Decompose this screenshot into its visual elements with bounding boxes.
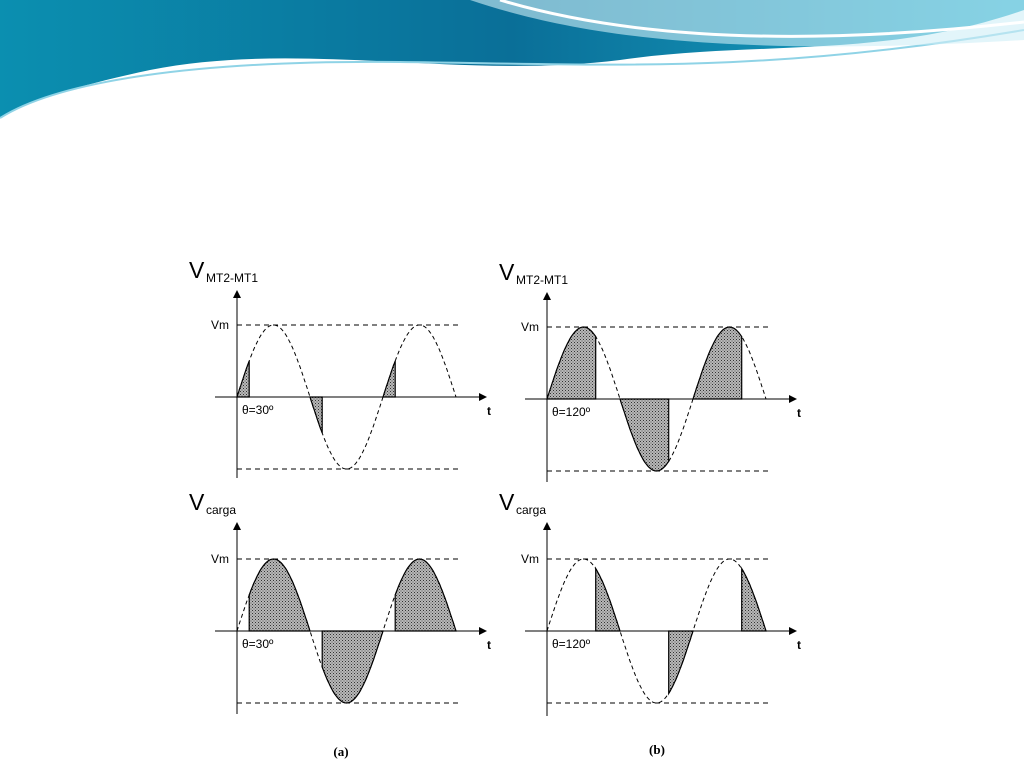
conduction-area xyxy=(321,630,384,704)
t-label: t xyxy=(487,404,491,418)
vm-label: Vm xyxy=(521,552,539,566)
y-label-main: V xyxy=(189,257,205,283)
y-label-sub: carga xyxy=(516,503,546,517)
y-label-sub: MT2-MT1 xyxy=(516,273,568,287)
theta-label: θ=120º xyxy=(552,637,591,651)
y-label-sub: carga xyxy=(206,503,236,517)
conduction-area xyxy=(619,398,670,472)
theta-label: θ=30º xyxy=(242,403,274,417)
waveform-panel: V MT2-MT1 Vm θ=120º t xyxy=(499,259,801,482)
sine-wave xyxy=(546,558,767,704)
conduction-area xyxy=(382,360,396,398)
y-arrow xyxy=(543,292,551,300)
x-arrow xyxy=(479,393,487,401)
t-label: t xyxy=(487,638,491,652)
vm-label: Vm xyxy=(211,318,229,332)
y-arrow xyxy=(233,290,241,298)
t-label: t xyxy=(797,406,801,420)
y-label-sub: MT2-MT1 xyxy=(206,271,258,285)
y-label-main: V xyxy=(189,489,205,515)
conduction-area xyxy=(236,360,250,398)
theta-label: θ=30º xyxy=(242,637,274,651)
conduction-area xyxy=(692,326,743,400)
x-arrow xyxy=(789,627,797,635)
conduction-area xyxy=(595,566,621,632)
caption: (a) xyxy=(333,744,348,759)
conduction-area xyxy=(546,326,597,400)
t-label: t xyxy=(797,638,801,652)
sine-wave xyxy=(236,324,457,470)
conduction-area xyxy=(248,558,311,632)
conduction-area xyxy=(394,558,457,632)
y-arrow xyxy=(543,522,551,530)
theta-label: θ=120º xyxy=(552,405,591,419)
conduction-area xyxy=(741,566,767,632)
waveform-panel: V MT2-MT1 Vm θ=30º t xyxy=(189,257,491,478)
header-banner xyxy=(0,0,1024,119)
y-arrow xyxy=(233,522,241,530)
caption: (b) xyxy=(649,742,665,757)
y-label-main: V xyxy=(499,489,515,515)
conduction-area xyxy=(309,396,323,434)
vm-label: Vm xyxy=(521,320,539,334)
conduction-area xyxy=(668,630,694,696)
x-arrow xyxy=(479,627,487,635)
y-label-main: V xyxy=(499,259,515,285)
x-arrow xyxy=(789,395,797,403)
vm-label: Vm xyxy=(211,552,229,566)
